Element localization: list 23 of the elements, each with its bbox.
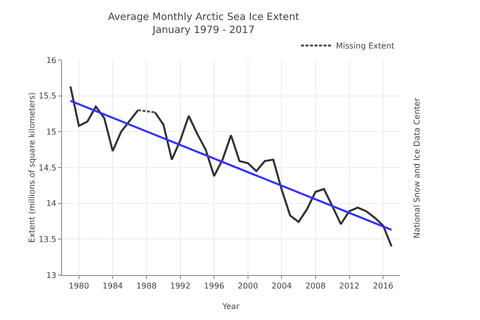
x-tick-label: 1984: [102, 282, 123, 291]
x-tick-label: 1980: [68, 282, 90, 291]
y-tick-label: 14: [46, 199, 56, 208]
y-tick-label: 14.5: [38, 163, 56, 172]
x-tick-label: 2004: [272, 282, 292, 291]
x-axis-title: Year: [222, 302, 240, 311]
x-tick-label: 1996: [204, 282, 224, 291]
chart-title: Average Monthly Arctic Sea Ice Extent: [108, 12, 300, 23]
x-tick-label: 1992: [170, 282, 190, 291]
y-tick-label: 13: [46, 270, 56, 280]
y-tick-label: 16: [46, 56, 56, 65]
y-tick-label: 13.5: [38, 234, 56, 244]
chart-subtitle: January 1979 - 2017: [152, 25, 255, 36]
x-tick-label: 2012: [339, 282, 360, 291]
y-tick-label: 15: [46, 127, 56, 136]
x-tick-label: 2000: [238, 282, 258, 291]
legend-label: Missing Extent: [336, 42, 394, 51]
text: National Snow and Ice Data Center: [412, 97, 422, 238]
x-tick-label: 2008: [305, 282, 326, 291]
y-tick-label: 15.5: [38, 92, 56, 101]
x-tick-label: 1988: [136, 282, 157, 291]
x-tick-label: 2016: [372, 282, 394, 291]
y-axis-title: Extent (millions of square kilometers): [28, 92, 37, 243]
